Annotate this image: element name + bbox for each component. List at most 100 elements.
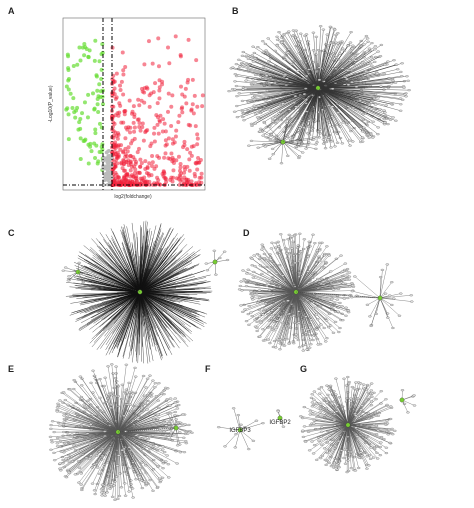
dot — [66, 87, 71, 92]
edge — [238, 415, 241, 431]
node — [354, 294, 359, 297]
dot — [123, 152, 128, 157]
dot — [188, 150, 193, 155]
edge — [139, 286, 162, 293]
dot — [190, 77, 195, 82]
edge — [51, 431, 119, 441]
node — [82, 403, 86, 406]
node — [366, 133, 370, 136]
edge — [317, 87, 364, 121]
edge — [347, 424, 371, 459]
node — [57, 424, 62, 427]
dot — [127, 98, 132, 103]
dot — [78, 117, 83, 122]
node — [270, 241, 274, 244]
node — [383, 121, 387, 124]
edge — [317, 26, 321, 89]
dot — [171, 168, 176, 173]
node — [99, 491, 104, 494]
node — [253, 57, 257, 60]
edge — [91, 431, 119, 456]
dot — [114, 143, 119, 148]
dot — [132, 164, 137, 169]
edge — [262, 244, 297, 293]
edge — [295, 291, 318, 340]
node — [311, 138, 316, 141]
dot — [92, 107, 97, 112]
edge — [80, 252, 141, 293]
edge — [77, 278, 141, 293]
node — [234, 75, 239, 78]
edge — [273, 291, 297, 295]
node — [354, 56, 358, 59]
dot — [99, 67, 104, 72]
edge — [251, 140, 284, 143]
node — [56, 404, 61, 407]
node — [309, 343, 313, 346]
edge — [313, 50, 319, 89]
edge — [79, 291, 141, 332]
edge — [90, 424, 119, 433]
dot — [114, 71, 119, 76]
node — [285, 257, 290, 260]
edge — [291, 248, 297, 293]
node — [161, 467, 165, 470]
hub-node — [237, 427, 243, 433]
edge — [67, 431, 119, 471]
node — [354, 85, 359, 88]
dot — [107, 165, 112, 169]
node — [233, 80, 237, 83]
node — [365, 303, 370, 306]
node — [63, 266, 68, 269]
dot — [107, 176, 111, 180]
edge — [255, 83, 319, 89]
node — [275, 115, 280, 118]
dot — [178, 84, 183, 89]
edge — [282, 291, 297, 346]
node — [323, 147, 328, 150]
node — [256, 301, 260, 304]
dot — [150, 154, 155, 159]
node — [379, 390, 384, 393]
edge — [257, 291, 297, 303]
node — [367, 47, 372, 50]
node — [102, 463, 106, 466]
node — [341, 319, 345, 322]
node — [137, 436, 142, 439]
node — [72, 379, 76, 382]
node — [312, 291, 316, 294]
dot — [118, 83, 123, 88]
edge — [139, 263, 200, 293]
edge — [295, 255, 342, 293]
node — [148, 479, 152, 482]
edge — [80, 431, 119, 455]
edge — [139, 291, 200, 318]
edge — [309, 55, 319, 89]
node — [285, 338, 289, 341]
edge — [379, 264, 388, 299]
node — [294, 105, 298, 108]
edge — [317, 87, 392, 105]
dot — [80, 111, 85, 116]
edge — [239, 66, 319, 89]
edge — [139, 291, 175, 348]
node — [250, 257, 254, 260]
edge — [69, 388, 119, 433]
edge — [236, 63, 319, 89]
edge — [139, 276, 195, 293]
edge — [139, 291, 185, 325]
dot — [163, 151, 168, 156]
edge — [91, 291, 141, 303]
edge — [295, 291, 349, 313]
edge — [132, 291, 141, 349]
edge — [170, 413, 177, 429]
node — [287, 108, 292, 111]
edge — [139, 262, 151, 293]
node — [373, 103, 378, 106]
hub-node — [137, 289, 143, 295]
node — [261, 328, 265, 331]
node — [181, 413, 185, 416]
dot — [137, 120, 142, 125]
node — [100, 487, 105, 490]
